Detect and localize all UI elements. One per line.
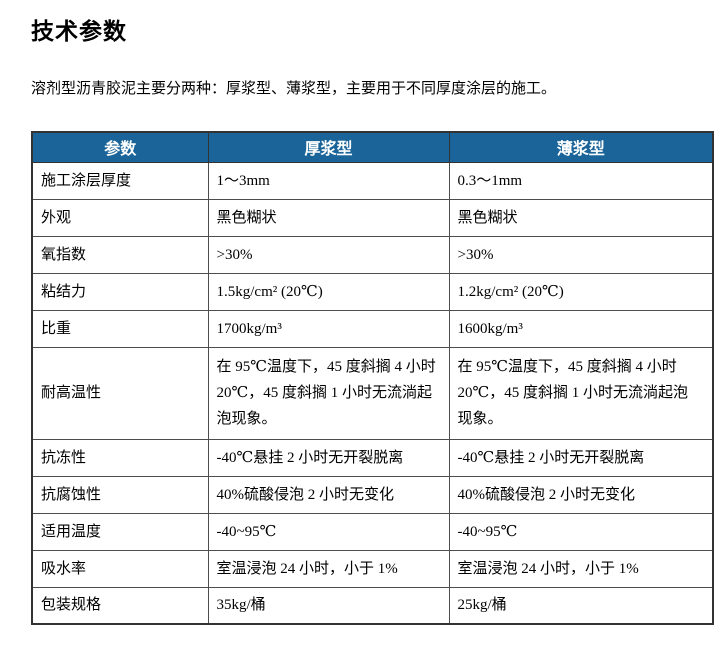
column-header-thick-type: 厚浆型 bbox=[207, 131, 450, 163]
thick-value-cell: -40~95℃ bbox=[207, 512, 450, 551]
param-cell: 适用温度 bbox=[31, 512, 209, 551]
parameters-table: 参数 厚浆型 薄浆型 施工涂层厚度 1～3mm 0.3～1mm 外观 黑色糊状 … bbox=[31, 131, 714, 625]
thin-value-cell: >30% bbox=[448, 235, 714, 274]
param-cell: 包装规格 bbox=[31, 586, 209, 625]
thin-value-cell: 25kg/桶 bbox=[448, 586, 714, 625]
thick-value-cell: 室温浸泡 24 小时，小于 1% bbox=[207, 549, 450, 588]
thick-value-cell: -40℃悬挂 2 小时无开裂脱离 bbox=[207, 438, 450, 477]
thin-value-cell: -40~95℃ bbox=[448, 512, 714, 551]
param-cell: 吸水率 bbox=[31, 549, 209, 588]
table-row-adhesion: 粘结力 1.5kg/cm² (20℃) 1.2kg/cm² (20℃) bbox=[31, 272, 714, 311]
thin-value-cell: 室温浸泡 24 小时，小于 1% bbox=[448, 549, 714, 588]
column-header-param: 参数 bbox=[31, 131, 209, 163]
table-row-corrosion-resistance: 抗腐蚀性 40%硫酸侵泡 2 小时无变化 40%硫酸侵泡 2 小时无变化 bbox=[31, 475, 714, 514]
param-cell: 耐高温性 bbox=[31, 346, 209, 440]
table-row-frost-resistance: 抗冻性 -40℃悬挂 2 小时无开裂脱离 -40℃悬挂 2 小时无开裂脱离 bbox=[31, 438, 714, 477]
document-page: 技术参数 溶剂型沥青胶泥主要分两种：厚浆型、薄浆型，主要用于不同厚度涂层的施工。… bbox=[0, 16, 725, 625]
param-cell: 粘结力 bbox=[31, 272, 209, 311]
table-row-packaging-spec: 包装规格 35kg/桶 25kg/桶 bbox=[31, 586, 714, 625]
thick-value-cell: 在 95℃温度下，45 度斜搁 4 小时 20℃，45 度斜搁 1 小时无流淌起… bbox=[207, 346, 450, 440]
thick-value-cell: 黑色糊状 bbox=[207, 198, 450, 237]
param-cell: 氧指数 bbox=[31, 235, 209, 274]
table-row-water-absorption: 吸水率 室温浸泡 24 小时，小于 1% 室温浸泡 24 小时，小于 1% bbox=[31, 549, 714, 588]
param-cell: 比重 bbox=[31, 309, 209, 348]
column-header-thin-type: 薄浆型 bbox=[448, 131, 714, 163]
intro-text: 溶剂型沥青胶泥主要分两种：厚浆型、薄浆型，主要用于不同厚度涂层的施工。 bbox=[31, 81, 557, 97]
table-row-oxygen-index: 氧指数 >30% >30% bbox=[31, 235, 714, 274]
thin-value-cell: 1.2kg/cm² (20℃) bbox=[448, 272, 714, 311]
param-cell: 施工涂层厚度 bbox=[31, 161, 209, 200]
param-cell: 抗冻性 bbox=[31, 438, 209, 477]
table-row-high-temp-resistance: 耐高温性 在 95℃温度下，45 度斜搁 4 小时 20℃，45 度斜搁 1 小… bbox=[31, 346, 714, 440]
thin-value-cell: 40%硫酸侵泡 2 小时无变化 bbox=[448, 475, 714, 514]
thin-value-cell: -40℃悬挂 2 小时无开裂脱离 bbox=[448, 438, 714, 477]
table-header-row: 参数 厚浆型 薄浆型 bbox=[31, 131, 714, 163]
param-cell: 外观 bbox=[31, 198, 209, 237]
thin-value-cell: 黑色糊状 bbox=[448, 198, 714, 237]
thin-value-cell: 0.3～1mm bbox=[448, 161, 714, 200]
thick-value-cell: 1.5kg/cm² (20℃) bbox=[207, 272, 450, 311]
table-row-coating-thickness: 施工涂层厚度 1～3mm 0.3～1mm bbox=[31, 161, 714, 200]
thick-value-cell: >30% bbox=[207, 235, 450, 274]
table-row-applicable-temperature: 适用温度 -40~95℃ -40~95℃ bbox=[31, 512, 714, 551]
table-row-specific-gravity: 比重 1700kg/m³ 1600kg/m³ bbox=[31, 309, 714, 348]
param-cell: 抗腐蚀性 bbox=[31, 475, 209, 514]
thick-value-cell: 1700kg/m³ bbox=[207, 309, 450, 348]
page-title: 技术参数 bbox=[31, 18, 127, 44]
thin-value-cell: 1600kg/m³ bbox=[448, 309, 714, 348]
thick-value-cell: 35kg/桶 bbox=[207, 586, 450, 625]
table-row-appearance: 外观 黑色糊状 黑色糊状 bbox=[31, 198, 714, 237]
thick-value-cell: 1～3mm bbox=[207, 161, 450, 200]
thin-value-cell: 在 95℃温度下，45 度斜搁 4 小时 20℃，45 度斜搁 1 小时无流淌起… bbox=[448, 346, 714, 440]
thick-value-cell: 40%硫酸侵泡 2 小时无变化 bbox=[207, 475, 450, 514]
